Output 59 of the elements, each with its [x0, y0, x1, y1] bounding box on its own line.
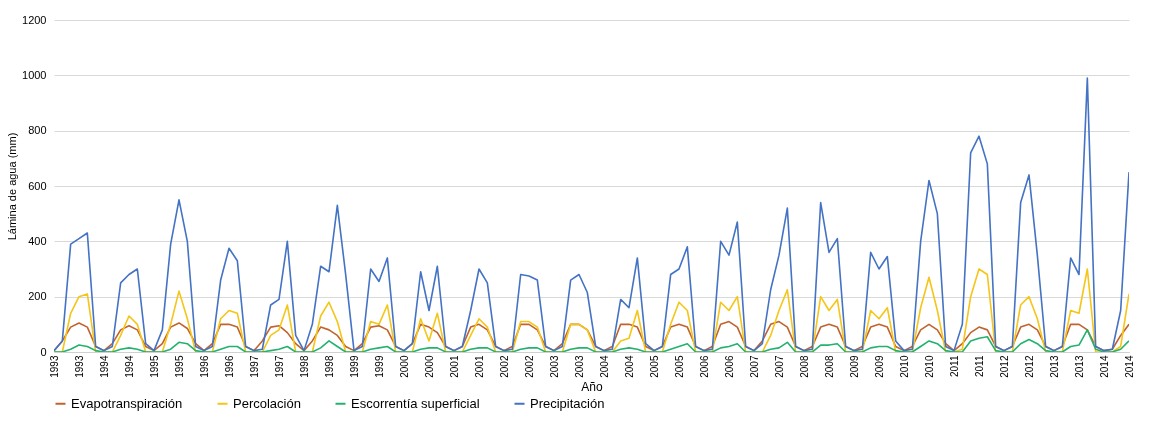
x-tick-label: 1996 — [198, 355, 210, 378]
x-tick-label: 2002 — [523, 355, 535, 378]
x-axis-title: Año — [581, 379, 603, 394]
legend-label: Evapotranspiración — [71, 395, 183, 411]
x-tick-label: 2009 — [848, 355, 860, 378]
y-tick-label: 200 — [28, 290, 47, 303]
x-tick-label: 2007 — [748, 355, 760, 378]
y-axis-title: Lámina de agua (mm) — [6, 132, 19, 241]
x-tick-label: 1999 — [373, 355, 385, 378]
x-tick-label: 2001 — [473, 355, 485, 378]
x-tick-label: 2000 — [398, 355, 410, 378]
x-tick-label: 2013 — [1048, 355, 1060, 378]
x-tick-label: 1996 — [223, 355, 235, 378]
line-series — [54, 77, 1129, 352]
x-tick-label: 2008 — [798, 355, 810, 378]
x-tick-label: 2010 — [923, 355, 935, 378]
x-tick-label: 1995 — [148, 355, 160, 378]
x-tick-label: 2008 — [823, 355, 835, 378]
x-tick-label: 1994 — [98, 355, 110, 378]
x-tick-label: 2003 — [573, 355, 585, 378]
x-tick-label: 1993 — [73, 355, 85, 378]
y-tick-label: 1200 — [22, 13, 47, 26]
y-tick-label: 400 — [28, 234, 47, 247]
legend-label: Percolación — [233, 395, 301, 411]
x-tick-label: 2010 — [898, 355, 910, 378]
x-tick-label: 2013 — [1073, 355, 1085, 378]
legend-label: Escorrentía superficial — [351, 395, 480, 411]
x-tick-label: 1995 — [173, 355, 185, 378]
x-tick-label: 1998 — [323, 355, 335, 378]
x-tick-label: 2011 — [973, 355, 985, 378]
y-tick-label: 800 — [28, 124, 47, 137]
x-tick-label: 2011 — [948, 355, 960, 378]
x-tick-label: 1993 — [48, 355, 60, 378]
x-tick-label: 1997 — [248, 355, 260, 378]
x-tick-label: 1999 — [348, 355, 360, 378]
x-tick-label: 2004 — [623, 355, 635, 378]
x-tick-label: 1998 — [298, 355, 310, 378]
x-tick-label: 2005 — [648, 355, 660, 378]
x-tick-label: 2003 — [548, 355, 560, 378]
x-tick-label: 2006 — [723, 355, 735, 378]
x-tick-label: 2004 — [598, 355, 610, 378]
y-tick-label: 1000 — [22, 68, 47, 81]
x-tick-label: 2012 — [1023, 355, 1035, 378]
line-series — [54, 329, 1129, 352]
x-tick-label: 2002 — [498, 355, 510, 378]
x-tick-label: 2014 — [1123, 355, 1135, 378]
x-tick-label: 2012 — [998, 355, 1010, 378]
x-tick-label: 2000 — [423, 355, 435, 378]
x-tick-label: 2006 — [698, 355, 710, 378]
x-tick-label: 1994 — [123, 355, 135, 378]
legend-label: Precipitación — [530, 395, 605, 411]
x-tick-label: 2007 — [773, 355, 785, 378]
y-tick-label: 0 — [40, 345, 47, 358]
x-tick-label: 2001 — [448, 355, 460, 378]
x-tick-label: 2014 — [1098, 355, 1110, 378]
x-tick-label: 2009 — [873, 355, 885, 378]
y-tick-label: 600 — [28, 179, 47, 192]
x-tick-label: 1997 — [273, 355, 285, 378]
x-tick-label: 2005 — [673, 355, 685, 378]
